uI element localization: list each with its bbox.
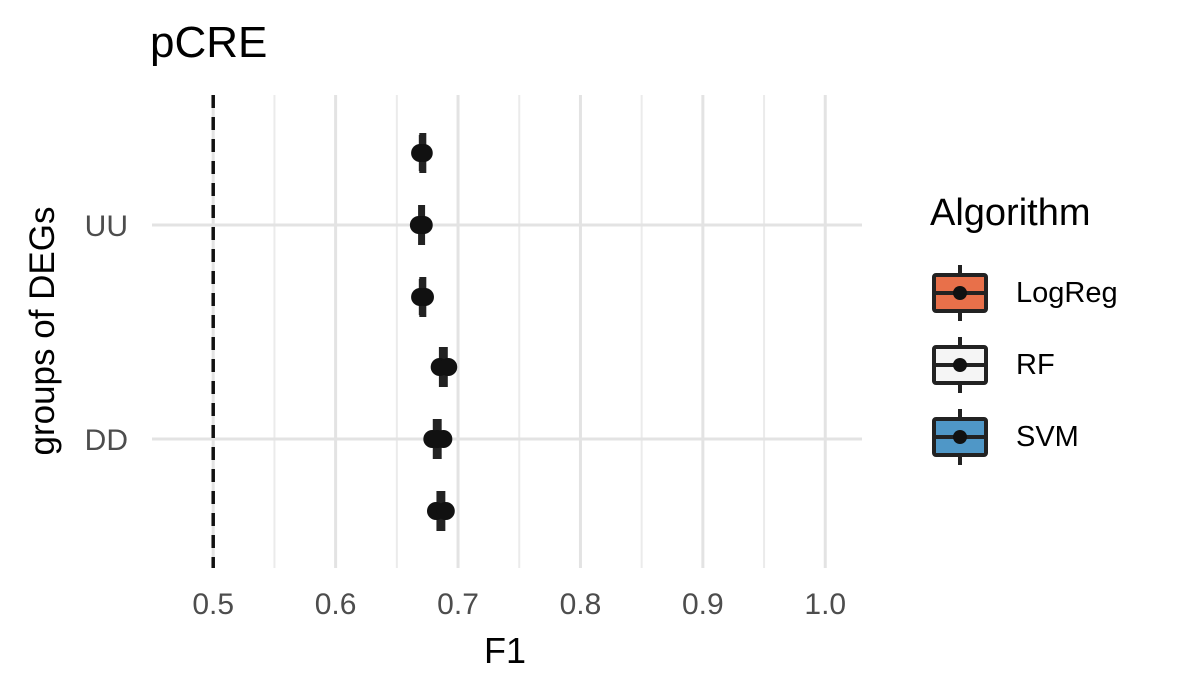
x-tick-label: 0.6 (315, 588, 357, 621)
legend-key-icon (932, 265, 988, 321)
legend-item-svm: SVM (930, 401, 1118, 473)
legend-label: RF (1016, 348, 1055, 381)
x-tick-label: 0.8 (560, 588, 602, 621)
x-tick-label: 1.0 (804, 588, 846, 621)
legend-key-icon (932, 409, 988, 465)
legend-key-icon (932, 337, 988, 393)
x-tick-label: 0.7 (437, 588, 479, 621)
box-point-max (415, 288, 434, 306)
box-point-max (439, 358, 458, 376)
median-point (428, 430, 447, 448)
legend-item-rf: RF (930, 329, 1118, 401)
legend-item-logreg: LogReg (930, 257, 1118, 329)
legend-label: LogReg (1016, 276, 1118, 309)
y-axis-label: groups of DEGs (23, 206, 62, 456)
box-point-max (414, 144, 433, 162)
legend-items: LogReg RF SVM (930, 257, 1118, 473)
legend-title: Algorithm (930, 192, 1091, 234)
y-tick-label: UU (85, 210, 128, 243)
x-axis-label: F1 (483, 630, 526, 671)
legend: Algorithm LogReg RF SVM (930, 192, 1118, 473)
median-point (412, 216, 431, 234)
legend-label: SVM (1016, 420, 1079, 453)
box-point-max (436, 502, 455, 520)
chart-title: pCRE (150, 18, 268, 67)
x-tick-label: 0.5 (192, 588, 234, 621)
y-tick-label: DD (85, 424, 128, 457)
x-tick-label: 0.9 (682, 588, 724, 621)
